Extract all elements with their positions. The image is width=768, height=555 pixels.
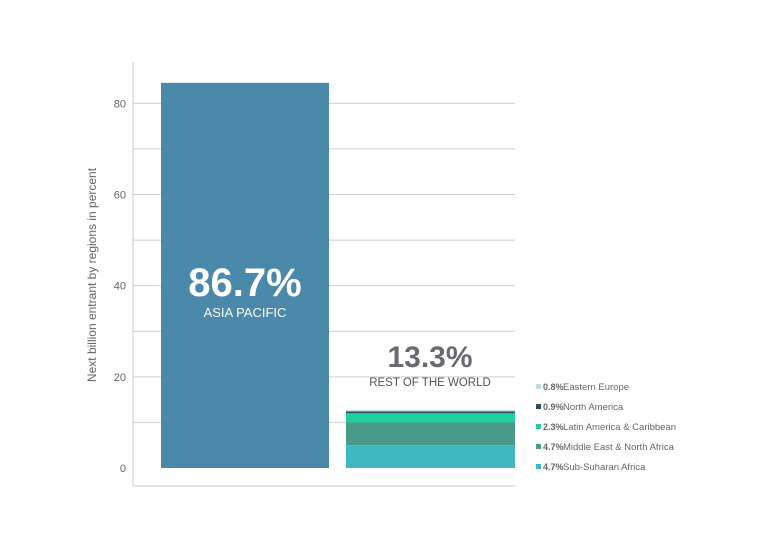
y-tick-label: 40 [114,281,126,293]
legend-percent: 4.7% [543,442,564,452]
asia-pacific-percent-label: 86.7% [188,261,301,305]
y-tick-label: 60 [114,190,126,202]
y-tick-label: 0 [120,463,126,475]
legend: 0.8% Eastern Europe 0.9% North America 2.3% L… [536,382,676,473]
legend-swatch [536,384,541,389]
bar-segment [346,445,515,468]
legend-swatch [536,464,541,469]
y-axis-label: Next billion entrant by regions in perce… [85,167,99,382]
legend-swatch [536,404,541,409]
legend-percent: 2.3% [543,422,564,432]
y-axis-ticks: 0 20 40 60 80 [114,98,126,475]
legend-label: Eastern Europe [563,382,629,393]
asia-pacific-region-label: ASIA PACIFIC [204,305,287,320]
bars [161,82,515,468]
y-tick-label: 80 [114,98,126,110]
legend-percent: 4.7% [543,462,564,472]
bar-segment [346,422,515,446]
legend-label: Sub-Suharan Africa [563,462,646,473]
legend-label: Middle East & North Africa [563,442,675,453]
rest-of-world-percent-label: 13.3% [387,341,472,374]
bar-segment [346,411,515,414]
bar-segment [346,413,515,423]
bar-segment [346,410,515,412]
legend-swatch [536,444,541,449]
legend-label: North America [563,402,624,413]
legend-percent: 0.8% [543,382,564,392]
legend-label: Latin America & Caribbean [563,422,676,433]
y-tick-label: 20 [114,372,126,384]
legend-percent: 0.9% [543,402,564,412]
bar-asia-pacific [161,82,329,468]
rest-of-world-region-label: REST OF THE WORLD [369,377,491,389]
legend-swatch [536,424,541,429]
bar-labels: 86.7% ASIA PACIFIC 13.3% REST OF THE WOR… [188,261,491,389]
